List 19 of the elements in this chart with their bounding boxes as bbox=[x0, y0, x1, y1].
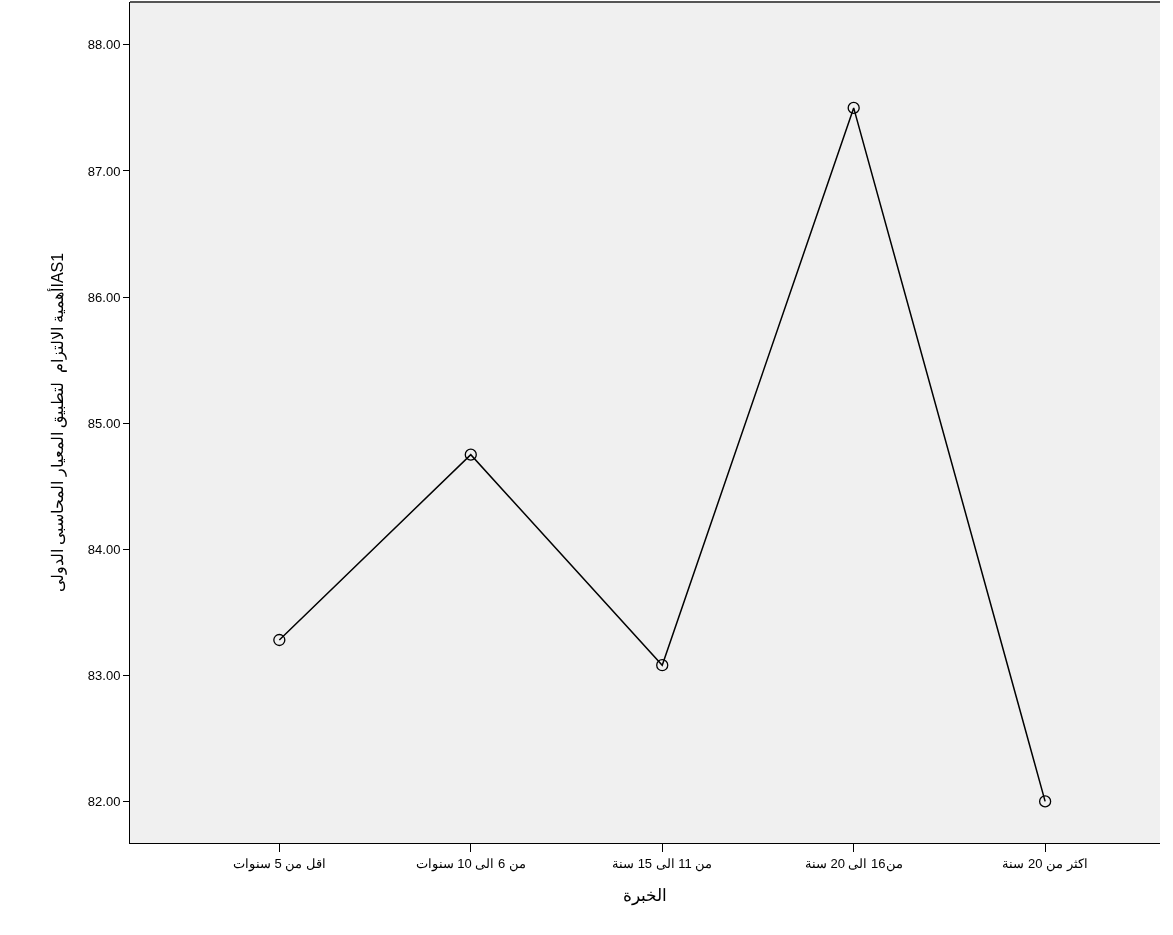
y-tick-label: 82.00 bbox=[87, 793, 121, 809]
point bbox=[847, 101, 860, 115]
point bbox=[1038, 795, 1052, 808]
y-tick-label: 83.00 bbox=[87, 667, 121, 683]
y-tick-label: 86.00 bbox=[87, 289, 121, 305]
x-tick-label: اقل من 5 سنوات bbox=[232, 855, 326, 872]
y-tick-label: 88.00 bbox=[87, 37, 121, 53]
y-axis-title: أهمية الالتزام لتطبيق المعيار المحاسبى الدولىIAS1 bbox=[46, 252, 67, 593]
y-tick-label: 85.00 bbox=[87, 415, 121, 431]
x-axis-title: الخبرة bbox=[623, 886, 667, 906]
point bbox=[273, 633, 286, 647]
point bbox=[656, 659, 669, 672]
x-tick-label: من 11 الى 15 سنة bbox=[612, 855, 713, 872]
y-tick-label: 87.00 bbox=[87, 163, 121, 179]
x-tick-label: من16 الى 20 سنة bbox=[804, 855, 903, 872]
point bbox=[464, 448, 477, 461]
y-tick-label: 84.00 bbox=[87, 541, 121, 557]
x-tick-label: اكثر من 20 سنة bbox=[1002, 855, 1088, 872]
x-tick-label: من 6 الى 10 سنوات bbox=[415, 855, 526, 872]
